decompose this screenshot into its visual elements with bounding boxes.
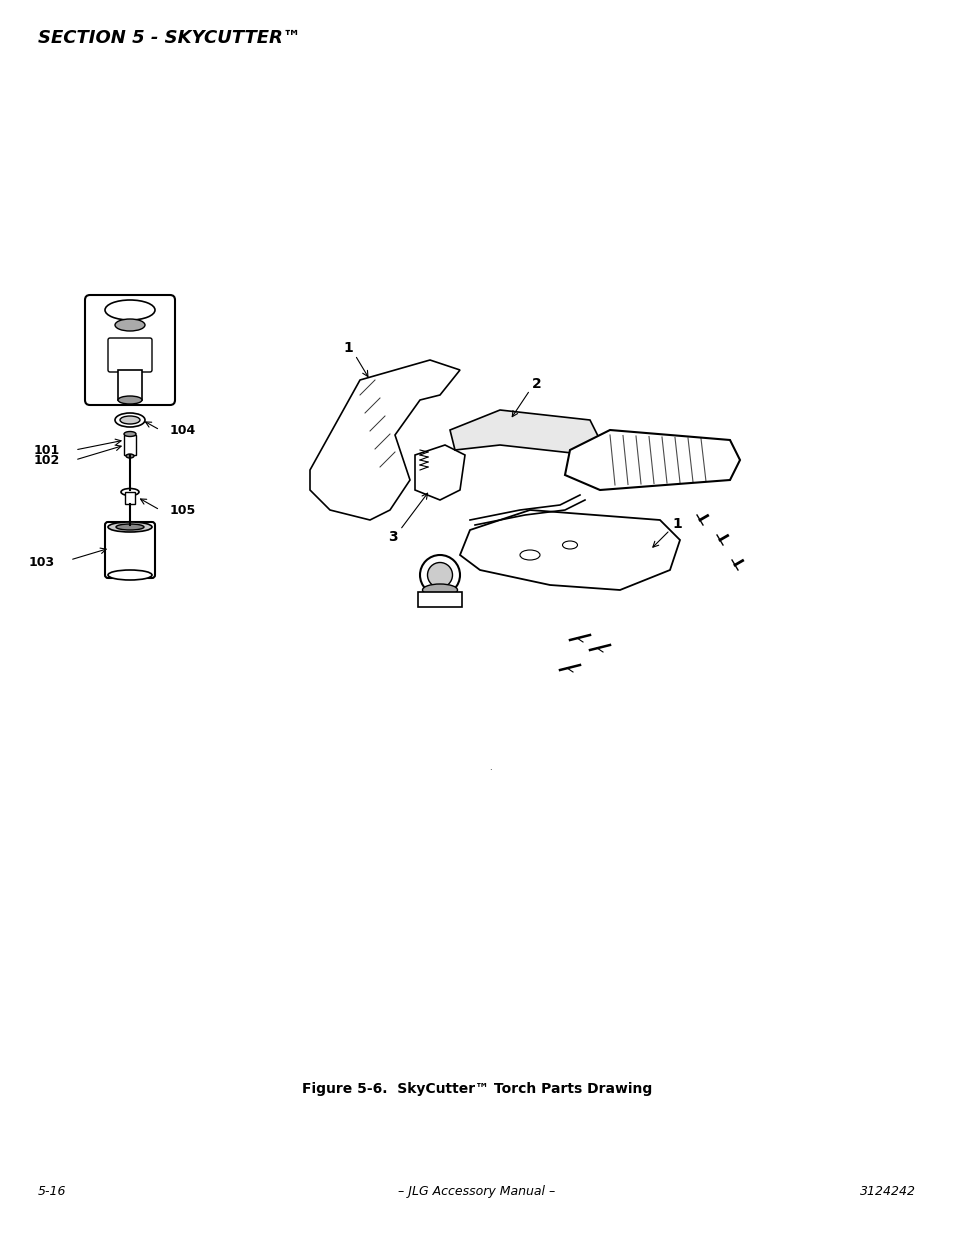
Text: 3: 3	[388, 530, 397, 543]
FancyBboxPatch shape	[105, 522, 154, 578]
Polygon shape	[415, 445, 464, 500]
Ellipse shape	[422, 584, 457, 597]
Ellipse shape	[108, 522, 152, 532]
Ellipse shape	[126, 454, 133, 458]
Text: 102: 102	[33, 453, 60, 467]
Text: 104: 104	[170, 424, 196, 436]
Text: 5-16: 5-16	[38, 1186, 67, 1198]
FancyBboxPatch shape	[85, 295, 174, 405]
Ellipse shape	[116, 524, 144, 530]
Ellipse shape	[121, 489, 139, 495]
Ellipse shape	[120, 416, 140, 424]
Text: 103: 103	[29, 556, 55, 568]
Text: 3124242: 3124242	[859, 1186, 915, 1198]
Bar	[125, 492, 135, 504]
Polygon shape	[459, 510, 679, 590]
Polygon shape	[310, 359, 459, 520]
Bar	[417, 592, 461, 606]
Ellipse shape	[115, 319, 145, 331]
Text: 101: 101	[33, 443, 60, 457]
Ellipse shape	[105, 300, 154, 320]
Text: 105: 105	[170, 504, 196, 516]
Polygon shape	[564, 430, 740, 490]
Ellipse shape	[108, 571, 152, 580]
Text: 1: 1	[343, 341, 353, 354]
Text: 1: 1	[672, 517, 681, 531]
Text: SECTION 5 - SKYCUTTER™: SECTION 5 - SKYCUTTER™	[38, 30, 301, 47]
Ellipse shape	[419, 555, 459, 595]
Text: Figure 5-6.  SkyCutter™ Torch Parts Drawing: Figure 5-6. SkyCutter™ Torch Parts Drawi…	[301, 1082, 652, 1095]
Bar	[124, 435, 136, 454]
Text: 2: 2	[532, 377, 541, 391]
Text: – JLG Accessory Manual –: – JLG Accessory Manual –	[398, 1186, 555, 1198]
Ellipse shape	[115, 412, 145, 427]
Ellipse shape	[124, 431, 136, 436]
Ellipse shape	[118, 396, 142, 404]
FancyBboxPatch shape	[108, 338, 152, 372]
Polygon shape	[450, 410, 599, 454]
Ellipse shape	[562, 541, 577, 550]
Text: .: .	[488, 763, 491, 772]
Ellipse shape	[519, 550, 539, 559]
Bar	[118, 370, 142, 400]
Ellipse shape	[427, 562, 452, 588]
